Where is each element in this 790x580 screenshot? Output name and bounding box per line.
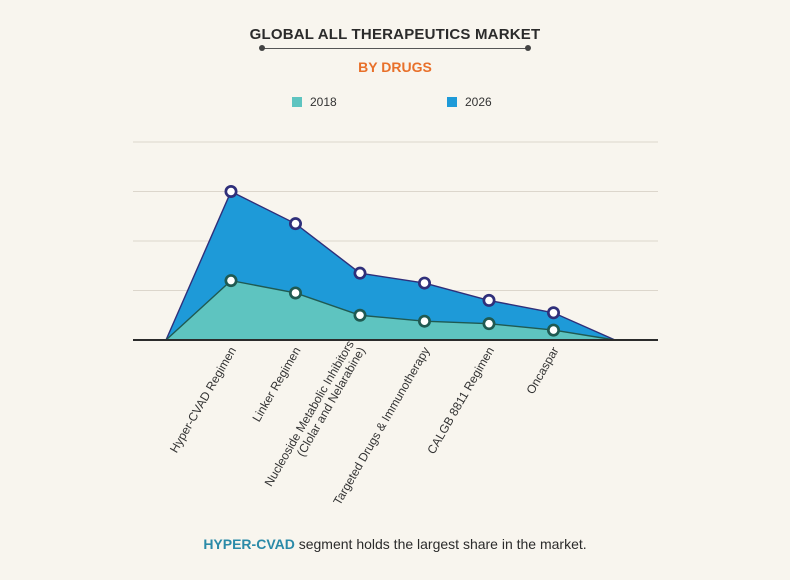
point-2026-2 [353, 266, 367, 280]
point-center [291, 289, 300, 297]
point-2018-3 [418, 314, 431, 328]
title-divider [259, 45, 531, 51]
point-center [227, 276, 235, 285]
point-2018-1 [289, 286, 302, 300]
divider-dot-right [525, 45, 531, 51]
point-center [549, 326, 558, 334]
point-center [485, 296, 493, 305]
point-2018-0 [224, 274, 238, 288]
legend-item-2018: 2018 [292, 95, 337, 109]
point-2018-5 [547, 323, 560, 337]
x-tick-label: Linker Regimen [249, 345, 303, 425]
x-tick-label: Hyper-CVAD Regimen [167, 345, 239, 456]
point-center [291, 219, 300, 228]
x-tick-label-line: Nucleoside Metabolic Inhibitors [262, 338, 357, 489]
legend-label-2018: 2018 [310, 95, 337, 109]
chart-title: GLOBAL ALL THERAPEUTICS MARKET [249, 26, 541, 43]
legend-swatch-2026 [447, 97, 457, 107]
point-center [356, 269, 364, 277]
point-center [420, 317, 429, 325]
point-center [549, 308, 558, 317]
point-2026-5 [547, 306, 560, 320]
footer-text: segment holds the largest share in the m… [294, 536, 587, 552]
point-2018-4 [482, 317, 496, 331]
point-center [485, 319, 493, 328]
point-2026-1 [289, 217, 302, 231]
x-tick-label: Oncaspar [523, 345, 561, 397]
point-2026-4 [482, 293, 496, 307]
point-2018-2 [353, 308, 367, 322]
x-tick-label-line: CALGB 8811 Regimen [424, 345, 497, 457]
point-center [227, 187, 235, 196]
footer-highlight: HYPER-CVAD [203, 536, 295, 552]
footer-note: HYPER-CVAD segment holds the largest sha… [0, 536, 790, 552]
x-tick-label: CALGB 8811 Regimen [424, 345, 497, 457]
legend-label-2026: 2026 [465, 95, 492, 109]
x-tick-label-line: Linker Regimen [249, 345, 303, 425]
x-tick-label-line: Oncaspar [523, 345, 561, 397]
point-center [356, 311, 364, 320]
legend-swatch-2018 [292, 97, 302, 107]
point-2026-0 [224, 185, 238, 198]
area-chart: Hyper-CVAD Regimen Linker RegimenNucleosi… [133, 141, 658, 507]
chart-subtitle: BY DRUGS [358, 59, 432, 75]
point-2026-3 [418, 276, 431, 290]
point-center [420, 279, 429, 287]
line-series-2026 [165, 190, 616, 341]
line-series-2018 [165, 279, 616, 341]
legend-item-2026: 2026 [447, 95, 492, 109]
x-tick-label-line: Hyper-CVAD Regimen [167, 345, 239, 456]
divider-dot-left [259, 45, 265, 51]
